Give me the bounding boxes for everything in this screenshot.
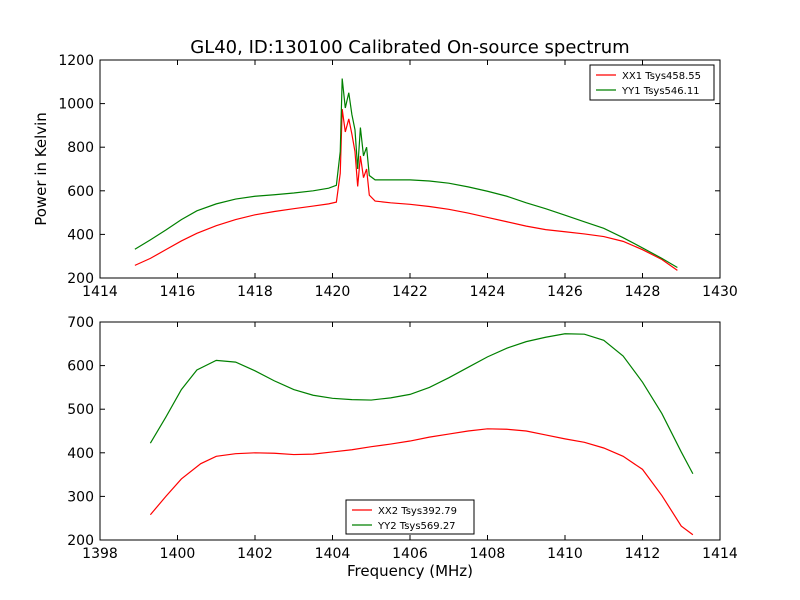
bottom-legend-label-2: YY2 Tsys569.27 [377, 521, 456, 532]
top-legend-label-2: YY1 Tsys546.11 [621, 86, 700, 97]
bottom-y-tick-label: 700 [67, 315, 94, 331]
plot-top-panel: 1414 1416 1418 1420 1422 1424 1426 1428 1430 200 4… [58, 53, 737, 300]
bottom-y-tick-label: 300 [67, 489, 94, 505]
y-axis-label: Power in Kelvin [32, 112, 50, 226]
bottom-series-line-1 [149, 428, 694, 536]
top-legend-label-1: XX1 Tsys458.55 [622, 71, 701, 82]
top-series-line-1 [134, 108, 678, 271]
top-y-tick-label: 600 [67, 184, 94, 200]
figure-title: GL40, ID:130100 Calibrated On-source spe… [190, 37, 629, 58]
bottom-x-tick-label: 1398 [82, 546, 118, 562]
top-x-tick-label: 1414 [82, 284, 118, 300]
bottom-x-tick-label: 1408 [470, 546, 506, 562]
bottom-x-tick-label: 1412 [625, 546, 661, 562]
top-y-tick-label: 1200 [58, 53, 94, 69]
bottom-legend [345, 499, 475, 535]
top-x-tick-label: 1422 [392, 284, 428, 300]
bottom-x-tick-label: 1400 [160, 546, 196, 562]
bottom-y-tick-label: 600 [67, 359, 94, 375]
top-x-tick-label: 1426 [547, 284, 583, 300]
top-x-tick-label: 1420 [315, 284, 351, 300]
bottom-legend-label-1: XX2 Tsys392.79 [378, 506, 457, 517]
top-x-tick-label: 1416 [160, 284, 196, 300]
top-x-tick-label: 1428 [625, 284, 661, 300]
bottom-y-tick-label: 400 [67, 446, 94, 462]
bottom-x-tick-label: 1402 [237, 546, 273, 562]
x-axis-label: Frequency (MHz) [347, 562, 473, 580]
plot-bottom-panel: 1398 1400 1402 1404 1406 1408 1410 1412 1414 200 3… [67, 315, 738, 562]
bottom-x-tick-label: 1410 [547, 546, 583, 562]
bottom-y-tick-label: 500 [67, 402, 94, 418]
top-y-tick-label: 400 [67, 227, 94, 243]
bottom-x-tick-label: 1414 [702, 546, 738, 562]
top-x-tick-label: 1424 [470, 284, 506, 300]
top-y-tick-label: 200 [67, 271, 94, 287]
bottom-y-tick-label: 200 [67, 533, 94, 549]
top-x-tick-label: 1418 [237, 284, 273, 300]
bottom-x-tick-label: 1404 [315, 546, 351, 562]
top-series-line-2 [134, 78, 678, 269]
top-y-tick-label: 1000 [58, 97, 94, 113]
top-y-tick-label: 800 [67, 140, 94, 156]
top-x-tick-label: 1430 [702, 284, 738, 300]
bottom-x-tick-label: 1406 [392, 546, 428, 562]
bottom-series-line-2 [149, 333, 694, 475]
top-legend [589, 64, 715, 101]
